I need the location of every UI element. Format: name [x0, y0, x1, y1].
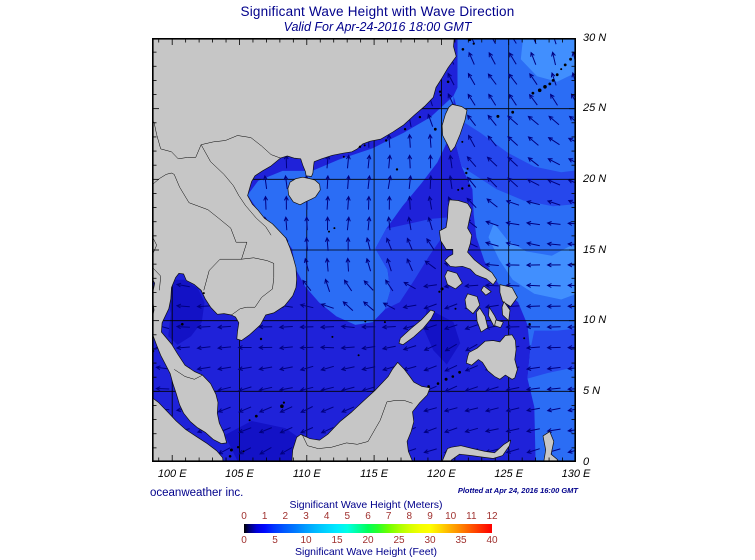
meters-tick-7: 7 [385, 511, 392, 522]
sea-shade-patch [423, 307, 461, 365]
meters-tick-5: 5 [344, 511, 351, 522]
legend-feet-label: Significant Wave Height (Feet) [294, 546, 437, 558]
sea-shade-patch [527, 328, 576, 379]
meters-tick-9: 9 [427, 511, 433, 522]
meters-tick-4: 4 [323, 511, 330, 522]
lon-label-125E: 125 E [494, 468, 524, 480]
meters-tick-12: 12 [486, 511, 498, 522]
oceanweather-credit: oceanweather inc. [150, 487, 244, 499]
lat-label-5N: 5 N [583, 384, 601, 397]
legend-color-bar [244, 524, 492, 533]
meters-tick-0: 0 [241, 511, 247, 522]
meters-tick-11: 11 [466, 511, 477, 522]
feet-tick-25: 25 [393, 535, 405, 546]
lat-label-0: 0 [583, 455, 590, 468]
meters-tick-10: 10 [445, 511, 457, 522]
meters-tick-8: 8 [406, 511, 413, 522]
lat-label-30N: 30 N [583, 31, 607, 44]
feet-tick-35: 35 [455, 535, 467, 546]
lon-label-130E: 130 E [561, 468, 591, 480]
lon-label-105E: 105 E [225, 468, 254, 480]
sea-shade-patch [456, 120, 576, 207]
valid-time-subtitle: Valid For Apr-24-2016 18:00 GMT [283, 20, 472, 34]
lat-label-20N: 20 N [583, 172, 607, 185]
lat-label-15N: 15 N [583, 243, 607, 256]
feet-tick-40: 40 [486, 535, 498, 546]
plotted-timestamp: Plotted at Apr 24, 2016 16:00 GMT [457, 486, 578, 495]
lon-label-110E: 110 E [292, 468, 321, 480]
sea-shade-patch [520, 38, 576, 82]
page-title: Significant Wave Height with Wave Direct… [240, 4, 515, 19]
feet-tick-0: 0 [241, 535, 247, 546]
feet-tick-10: 10 [300, 535, 312, 546]
sea-shade-patch [247, 95, 454, 325]
meters-tick-6: 6 [365, 511, 371, 522]
country-borders [152, 121, 413, 449]
feet-tick-30: 30 [424, 535, 436, 546]
sea-shade-patch [166, 279, 205, 345]
map-plot [152, 38, 576, 462]
meters-tick-3: 3 [303, 511, 309, 522]
lon-label-115E: 115 E [360, 468, 389, 480]
feet-tick-20: 20 [362, 535, 374, 546]
lon-label-100E: 100 E [157, 468, 187, 480]
meters-tick-1: 1 [261, 511, 268, 522]
legend-meters-label: Significant Wave Height (Meters) [289, 499, 443, 511]
lat-label-25N: 25 N [583, 102, 607, 115]
lat-label-10N: 10 N [583, 314, 607, 327]
plot-frame [152, 38, 576, 462]
small-islands [152, 38, 576, 458]
lon-label-120E: 120 E [427, 468, 456, 480]
feet-tick-5: 5 [272, 535, 278, 546]
feet-tick-15: 15 [331, 535, 343, 546]
meters-tick-2: 2 [282, 511, 289, 522]
